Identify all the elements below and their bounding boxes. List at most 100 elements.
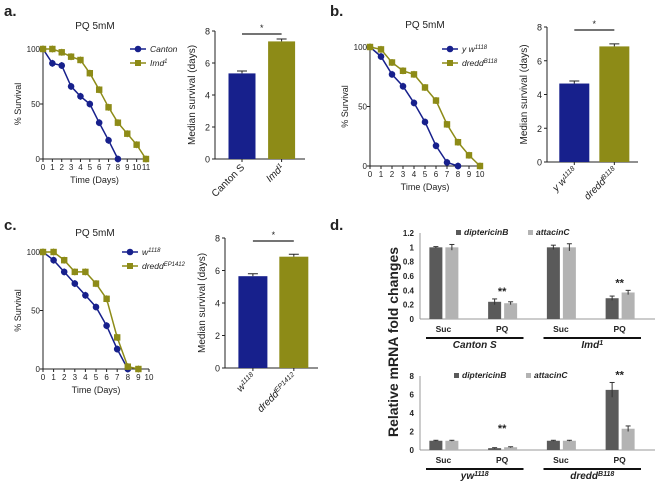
y-tick-label: 0	[215, 364, 220, 374]
data-point	[443, 159, 451, 166]
significance-marker: **	[498, 423, 507, 435]
label-base: dredd	[570, 471, 599, 482]
genotype-label: yw1118	[460, 471, 489, 483]
data-point	[465, 152, 473, 159]
significance-marker: *	[260, 23, 264, 33]
y-tick-label: 8	[410, 372, 415, 381]
label-sup: 1	[164, 59, 167, 65]
x-tick-label: 9	[136, 373, 141, 382]
data-point	[58, 62, 66, 69]
legend-swatch	[454, 373, 459, 378]
legend-marker	[135, 60, 141, 66]
data-point	[82, 268, 89, 276]
y-tick-label: 100	[27, 45, 41, 54]
data-point	[39, 248, 47, 256]
x-tick-label: 2	[60, 163, 65, 172]
data-point	[366, 43, 374, 51]
data-point	[77, 93, 84, 100]
group-label: Suc	[436, 324, 452, 334]
panel-label-c: c.	[4, 217, 17, 234]
legend-marker	[447, 60, 453, 66]
significance-marker: *	[593, 19, 597, 29]
y-tick-label: 0	[410, 315, 415, 324]
x-tick-label: 9	[125, 163, 130, 172]
label-sup: 1	[599, 340, 603, 347]
x-tick-label: 10	[145, 373, 154, 382]
data-point	[92, 303, 100, 311]
y-tick-label: 0	[205, 155, 210, 165]
data-point	[142, 155, 150, 163]
legend-label: diptericinB	[464, 227, 508, 237]
x-tick-label: 1	[51, 373, 56, 382]
x-tick-label: 2	[62, 373, 67, 382]
y-axis-label: % Survival	[13, 83, 23, 126]
x-tick-label: Imd1	[264, 162, 287, 185]
y-axis-label: Median survival (days)	[519, 44, 530, 144]
y-tick-label: 0.2	[403, 301, 415, 310]
label-sup: 1118	[561, 165, 576, 180]
series-line	[43, 251, 139, 370]
data-point	[67, 83, 75, 90]
x-tick-label: w1118	[234, 371, 258, 395]
data-point	[49, 45, 56, 53]
y-tick-label: 0.6	[403, 272, 415, 281]
y-tick-label: 100	[354, 43, 368, 52]
significance-marker: *	[272, 230, 276, 240]
legend-label: attacinC	[534, 370, 568, 380]
bar	[279, 256, 309, 368]
label-sup: 1118	[475, 45, 488, 51]
label-sup: 1	[276, 162, 284, 170]
label-base: Imd	[150, 58, 164, 68]
y-tick-label: 6	[205, 59, 210, 69]
data-point	[71, 280, 79, 287]
data-point	[377, 46, 385, 53]
data-point	[399, 82, 407, 90]
y-tick-label: 8	[215, 234, 220, 244]
data-point	[399, 67, 407, 74]
legend-label: dreddEP1412	[142, 261, 186, 271]
y-tick-label: 6	[537, 56, 542, 66]
group-label: PQ	[613, 455, 626, 465]
data-point	[49, 60, 56, 67]
panel-label-d: d.	[330, 217, 343, 234]
data-point	[388, 59, 396, 66]
data-point	[50, 256, 57, 264]
panel-label-a: a.	[4, 3, 17, 20]
legend-label: Imd1	[150, 58, 167, 68]
data-point	[114, 334, 121, 341]
label-base: yw	[460, 471, 476, 482]
group-label: Suc	[553, 455, 569, 465]
data-point	[432, 142, 440, 150]
bar	[605, 298, 619, 319]
x-tick-label: Canton S	[210, 162, 247, 199]
y-tick-label: 0.8	[403, 258, 415, 267]
y-tick-label: 4	[410, 409, 415, 418]
y-tick-label: 6	[410, 391, 415, 400]
label-base: Canton S	[453, 340, 497, 351]
y-axis-label: Median survival (days)	[197, 253, 208, 353]
data-point	[124, 130, 131, 137]
data-point	[86, 100, 94, 108]
y-tick-label: 0.4	[403, 286, 415, 295]
data-point	[50, 248, 57, 256]
bar	[562, 440, 576, 450]
y-tick-label: 50	[31, 307, 40, 316]
chart-title: PQ 5mM	[405, 20, 444, 31]
bar	[488, 301, 502, 319]
data-point	[135, 365, 142, 373]
data-point	[95, 86, 103, 93]
chart-5: 0 2 4 6 8 Median survival (days) w1118dreddEP1…	[197, 230, 318, 415]
y-tick-label: 2	[410, 428, 415, 437]
x-tick-label: 7	[445, 170, 450, 179]
bar	[268, 41, 296, 159]
y-tick-label: 50	[358, 103, 367, 112]
x-tick-label: 8	[456, 170, 461, 179]
x-tick-label: 5	[423, 170, 428, 179]
bar	[562, 247, 576, 319]
y-tick-label: 0	[537, 158, 542, 168]
chart-6: 0 0.2 0.4 0.6 0.8 1 1.2 Suc PQ ** Suc PQ ** Canton S I…	[403, 227, 655, 351]
bar	[504, 447, 518, 450]
bar	[546, 247, 560, 319]
legend-label: y w1118	[461, 44, 488, 54]
